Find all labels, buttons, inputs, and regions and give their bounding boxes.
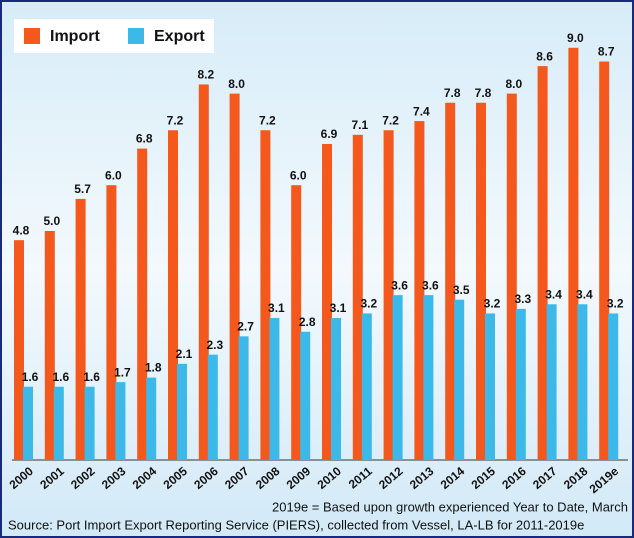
value-label: 3.2 <box>607 297 624 311</box>
value-label: 2.3 <box>206 338 223 352</box>
bar <box>599 61 610 460</box>
bar <box>537 66 548 461</box>
value-label: 3.1 <box>268 301 285 315</box>
value-label: 7.2 <box>259 113 276 127</box>
bar <box>291 185 302 460</box>
legend-box <box>14 19 214 53</box>
bar <box>198 84 209 460</box>
value-label: 3.5 <box>453 283 470 297</box>
value-label: 5.7 <box>74 182 91 196</box>
bar <box>454 299 465 460</box>
value-label: 8.0 <box>505 77 522 91</box>
legend-label: Import <box>50 28 100 45</box>
bar <box>44 231 55 460</box>
bar <box>137 148 148 460</box>
value-label: 3.6 <box>391 278 408 292</box>
bar <box>352 134 363 460</box>
bar <box>608 313 619 460</box>
bar <box>506 93 517 460</box>
bar <box>361 313 372 460</box>
value-label: 3.2 <box>484 297 501 311</box>
source-note: Source: Port Import Export Reporting Ser… <box>8 517 584 532</box>
value-label: 7.2 <box>382 113 399 127</box>
value-label: 6.0 <box>290 168 307 182</box>
value-label: 6.8 <box>136 132 153 146</box>
bar <box>238 336 249 460</box>
value-label: 8.7 <box>598 45 615 59</box>
bar <box>146 377 157 460</box>
bar <box>229 93 240 460</box>
bar <box>207 354 218 460</box>
bar <box>423 295 434 460</box>
bar <box>177 363 187 460</box>
value-label: 3.4 <box>576 287 593 301</box>
value-label: 7.1 <box>351 118 368 132</box>
bar <box>515 308 526 460</box>
bar <box>485 313 495 460</box>
value-label: 3.3 <box>514 292 531 306</box>
bar <box>577 304 588 460</box>
value-label: 3.1 <box>330 301 347 315</box>
value-label: 7.8 <box>475 86 492 100</box>
bar <box>84 386 95 460</box>
value-label: 1.8 <box>145 361 162 375</box>
bar <box>106 185 117 460</box>
value-label: 8.0 <box>228 77 245 91</box>
value-label: 3.6 <box>422 278 439 292</box>
bar <box>414 121 425 460</box>
footnote: 2019e = Based upon growth experienced Ye… <box>272 499 628 514</box>
bar <box>115 382 126 460</box>
value-label: 1.7 <box>114 365 131 379</box>
bar <box>53 386 64 460</box>
bar <box>300 331 311 460</box>
value-label: 4.8 <box>13 223 30 237</box>
value-label: 8.6 <box>536 49 553 63</box>
bar <box>14 240 24 460</box>
bar <box>269 318 280 460</box>
value-label: 6.0 <box>105 168 122 182</box>
bar <box>445 102 456 460</box>
bar <box>546 304 557 460</box>
bar <box>322 143 332 461</box>
bar <box>260 130 271 461</box>
value-label: 3.4 <box>545 287 562 301</box>
legend-swatch <box>128 28 144 44</box>
bar <box>392 295 403 460</box>
bar <box>168 130 178 461</box>
value-label: 6.9 <box>321 127 338 141</box>
value-label: 8.2 <box>197 68 214 82</box>
value-label: 1.6 <box>52 370 69 384</box>
value-label: 7.2 <box>167 113 184 127</box>
value-label: 5.0 <box>43 214 60 228</box>
value-label: 7.8 <box>444 86 461 100</box>
value-label: 7.4 <box>413 104 430 118</box>
legend-label: Export <box>154 28 205 45</box>
bar <box>331 318 341 460</box>
legend-swatch <box>24 28 40 44</box>
bar <box>476 102 486 460</box>
value-label: 3.2 <box>360 297 377 311</box>
value-label: 2.7 <box>237 320 254 334</box>
bar <box>75 198 86 460</box>
bar <box>383 130 394 461</box>
value-label: 9.0 <box>567 31 584 45</box>
value-label: 1.6 <box>22 370 39 384</box>
value-label: 1.6 <box>83 370 100 384</box>
value-label: 2.8 <box>299 315 316 329</box>
value-label: 2.1 <box>176 347 193 361</box>
bar <box>23 386 33 460</box>
bar <box>568 47 579 461</box>
